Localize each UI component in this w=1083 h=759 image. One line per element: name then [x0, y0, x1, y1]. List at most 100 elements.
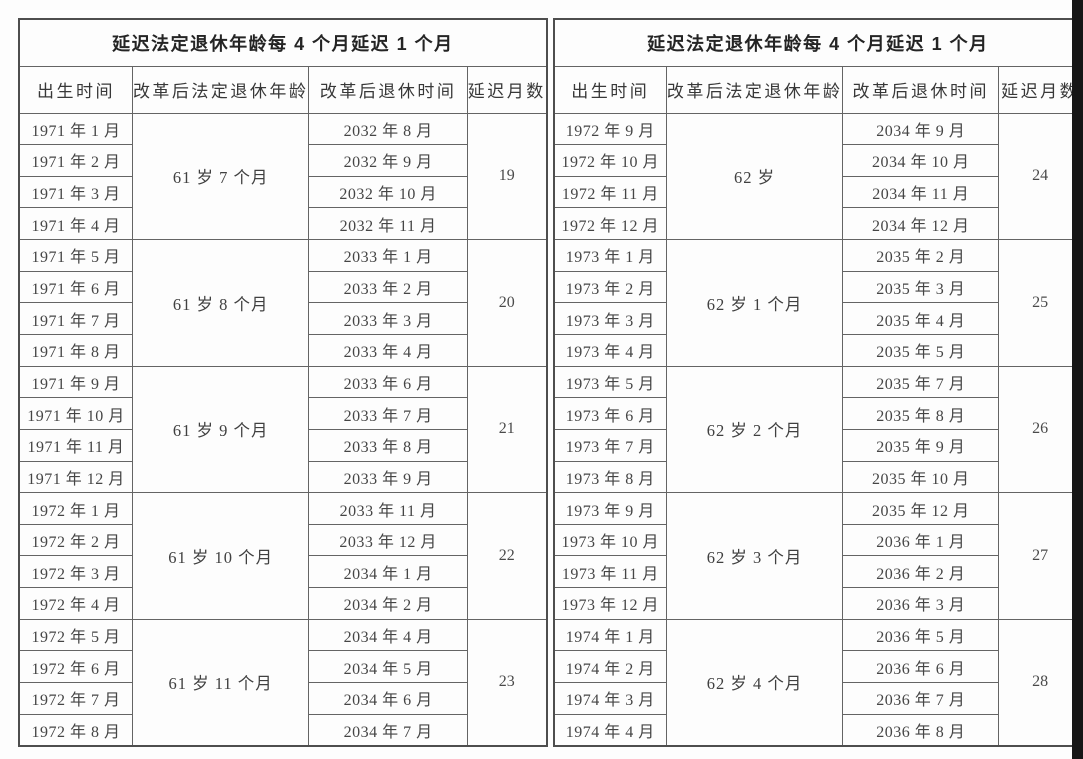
birth-date-cell: 1974 年 1 月 [553, 618, 667, 652]
table-row: 1973 年 8 月 2035 年 10 月 [553, 460, 1082, 494]
birth-date-cell: 1971 年 11 月 [18, 428, 133, 462]
birth-date-cell: 1971 年 5 月 [18, 239, 133, 272]
birth-date-cell: 1973 年 12 月 [553, 587, 667, 620]
table-row: 1972 年 8 月 2034 年 7 月 [18, 713, 547, 747]
retirement-date-cell: 2034 年 9 月 [842, 112, 1000, 146]
column-header-2: 改革后退休时间 [842, 65, 1000, 114]
birth-date-cell: 1971 年 8 月 [18, 333, 133, 367]
table-row: 1973 年 9 月 62 岁 3 个月 2035 年 12 月 27 [553, 492, 1083, 620]
retirement-date-cell: 2033 年 8 月 [308, 428, 468, 462]
birth-date-cell: 1972 年 4 月 [18, 587, 133, 620]
birth-date-cell: 1973 年 6 月 [553, 397, 667, 430]
retirement-table-right: 延迟法定退休年龄每 4 个月延迟 1 个月 出生时间 改革后法定退休年龄 改革后退休时… [552, 18, 1083, 747]
birth-date-cell: 1972 年 2 月 [18, 523, 133, 557]
retirement-age-cell: 62 岁 2 个月 [665, 365, 844, 494]
birth-date-cell: 1973 年 3 月 [553, 302, 667, 335]
table-row: 1971 年 2 月 2032 年 9 月 [18, 144, 547, 177]
birth-date-cell: 1974 年 3 月 [553, 682, 667, 715]
table-row: 1971 年 10 月 2033 年 7 月 [18, 397, 547, 430]
delay-months-cell: 23 [466, 618, 548, 747]
birth-date-cell: 1971 年 12 月 [18, 460, 133, 494]
retirement-date-cell: 2036 年 6 月 [842, 650, 1000, 684]
retirement-date-cell: 2036 年 7 月 [842, 682, 1000, 715]
table-row: 1972 年 11 月 2034 年 11 月 [553, 175, 1082, 209]
column-header-1: 改革后法定退休年龄 [131, 65, 310, 114]
retirement-age-cell: 62 岁 4 个月 [665, 618, 844, 747]
birth-date-cell: 1972 年 10 月 [553, 144, 667, 177]
birth-date-cell: 1971 年 3 月 [18, 175, 133, 209]
column-header-0: 出生时间 [18, 65, 133, 114]
table-row: 1972 年 5 月 61 岁 11 个月 2034 年 4 月 23 [18, 618, 548, 747]
birth-date-cell: 1972 年 12 月 [553, 207, 667, 241]
retirement-age-cell: 61 岁 7 个月 [131, 112, 310, 241]
retirement-date-cell: 2034 年 1 月 [308, 555, 468, 589]
table-row: 1971 年 7 月 2033 年 3 月 [18, 302, 547, 335]
birth-date-cell: 1971 年 7 月 [18, 302, 133, 335]
retirement-date-cell: 2032 年 11 月 [308, 207, 468, 241]
table-title: 延迟法定退休年龄每 4 个月延迟 1 个月 [18, 18, 548, 67]
retirement-date-cell: 2032 年 9 月 [308, 144, 468, 177]
birth-date-cell: 1972 年 3 月 [18, 555, 133, 589]
birth-date-cell: 1972 年 8 月 [18, 713, 133, 747]
table-row: 1971 年 11 月 2033 年 8 月 [18, 428, 547, 462]
table-row: 1971 年 5 月 61 岁 8 个月 2033 年 1 月 20 [18, 239, 548, 367]
retirement-date-cell: 2033 年 6 月 [308, 365, 468, 399]
retirement-date-cell: 2035 年 10 月 [842, 460, 1000, 494]
delay-months-cell: 20 [466, 239, 548, 367]
retirement-date-cell: 2036 年 5 月 [842, 618, 1000, 652]
delay-months-cell: 19 [466, 112, 548, 241]
retirement-date-cell: 2035 年 3 月 [842, 270, 1000, 304]
retirement-date-cell: 2033 年 7 月 [308, 397, 468, 430]
delay-months-cell: 26 [998, 365, 1083, 494]
table-row: 1972 年 4 月 2034 年 2 月 [18, 587, 547, 620]
retirement-date-cell: 2033 年 4 月 [308, 333, 468, 367]
table-row: 1973 年 6 月 2035 年 8 月 [553, 397, 1082, 430]
retirement-date-cell: 2033 年 3 月 [308, 302, 468, 335]
retirement-date-cell: 2033 年 2 月 [308, 270, 468, 304]
birth-date-cell: 1971 年 2 月 [18, 144, 133, 177]
table-title: 延迟法定退休年龄每 4 个月延迟 1 个月 [553, 18, 1083, 67]
retirement-date-cell: 2035 年 2 月 [842, 239, 1000, 272]
delay-months-cell: 25 [998, 239, 1083, 367]
delay-months-cell: 21 [466, 365, 548, 494]
birth-date-cell: 1971 年 6 月 [18, 270, 133, 304]
birth-date-cell: 1971 年 10 月 [18, 397, 133, 430]
table-row: 1972 年 10 月 2034 年 10 月 [553, 144, 1082, 177]
birth-date-cell: 1972 年 9 月 [553, 112, 667, 146]
retirement-date-cell: 2035 年 5 月 [842, 333, 1000, 367]
birth-date-cell: 1972 年 7 月 [18, 682, 133, 715]
retirement-date-cell: 2034 年 7 月 [308, 713, 468, 747]
retirement-date-cell: 2034 年 4 月 [308, 618, 468, 652]
birth-date-cell: 1973 年 2 月 [553, 270, 667, 304]
tables-container: 延迟法定退休年龄每 4 个月延迟 1 个月 出生时间 改革后法定退休年龄 改革后退休时… [18, 18, 1083, 747]
table-row: 1973 年 1 月 62 岁 1 个月 2035 年 2 月 25 [553, 239, 1083, 367]
retirement-date-cell: 2034 年 5 月 [308, 650, 468, 684]
retirement-date-cell: 2034 年 12 月 [842, 207, 1000, 241]
retirement-date-cell: 2033 年 12 月 [308, 523, 468, 557]
birth-date-cell: 1973 年 5 月 [553, 365, 667, 399]
retirement-age-cell: 62 岁 1 个月 [665, 239, 844, 367]
table-row: 1973 年 11 月 2036 年 2 月 [553, 555, 1082, 589]
delay-months-cell: 22 [466, 492, 548, 620]
retirement-date-cell: 2034 年 10 月 [842, 144, 1000, 177]
table-row: 1972 年 9 月 62 岁 2034 年 9 月 24 [553, 112, 1083, 241]
retirement-date-cell: 2035 年 7 月 [842, 365, 1000, 399]
table-row: 1973 年 7 月 2035 年 9 月 [553, 428, 1082, 462]
retirement-date-cell: 2036 年 8 月 [842, 713, 1000, 747]
birth-date-cell: 1973 年 1 月 [553, 239, 667, 272]
column-header-1: 改革后法定退休年龄 [665, 65, 844, 114]
delay-months-cell: 28 [998, 618, 1083, 747]
table-row: 1971 年 8 月 2033 年 4 月 [18, 333, 547, 367]
delay-months-cell: 27 [998, 492, 1083, 620]
birth-date-cell: 1973 年 7 月 [553, 428, 667, 462]
retirement-age-cell: 62 岁 [665, 112, 844, 241]
column-header-2: 改革后退休时间 [308, 65, 468, 114]
retirement-date-cell: 2035 年 4 月 [842, 302, 1000, 335]
table-row: 1974 年 1 月 62 岁 4 个月 2036 年 5 月 28 [553, 618, 1083, 747]
retirement-age-cell: 61 岁 8 个月 [131, 239, 310, 367]
table-row: 1971 年 1 月 61 岁 7 个月 2032 年 8 月 19 [18, 112, 548, 241]
birth-date-cell: 1973 年 9 月 [553, 492, 667, 525]
birth-date-cell: 1972 年 5 月 [18, 618, 133, 652]
table-row: 1971 年 3 月 2032 年 10 月 [18, 175, 547, 209]
table-row: 1974 年 2 月 2036 年 6 月 [553, 650, 1082, 684]
